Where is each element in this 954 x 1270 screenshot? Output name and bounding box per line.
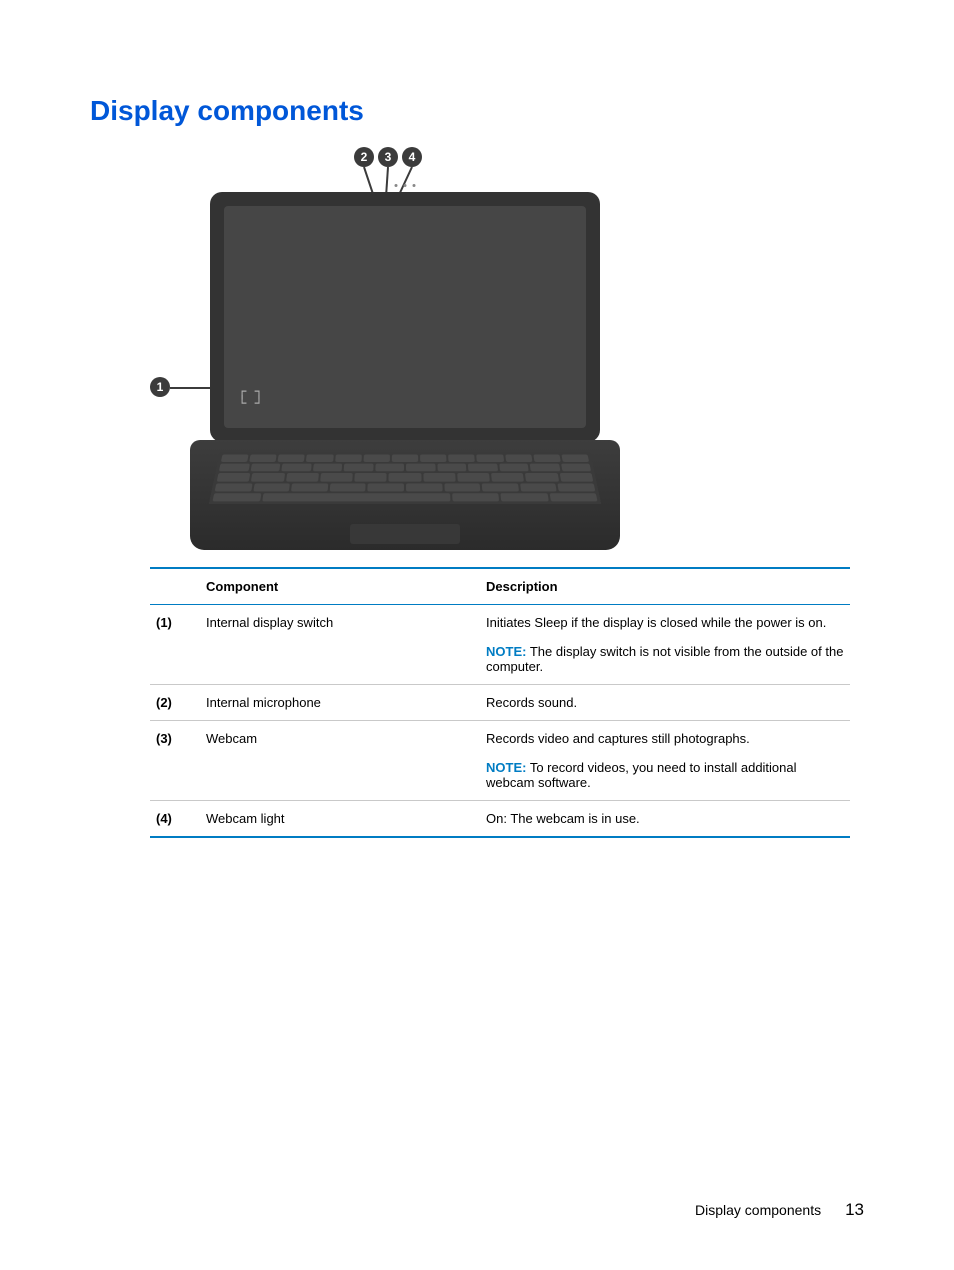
note-text: The display switch is not visible from t… <box>486 644 843 674</box>
laptop-top-sensors <box>395 184 416 187</box>
row-num: (3) <box>150 721 200 801</box>
laptop-illustration: ┌ ┐└ ┘ <box>190 192 620 552</box>
table-row: (3) Webcam Records video and captures st… <box>150 721 850 801</box>
note-text: To record videos, you need to install ad… <box>486 760 797 790</box>
note-label: NOTE: <box>486 644 526 659</box>
row-component: Internal display switch <box>200 605 480 685</box>
row-description: On: The webcam is in use. <box>480 801 850 838</box>
desc-text: Records video and captures still photogr… <box>486 731 844 746</box>
row-num: (1) <box>150 605 200 685</box>
table-row: (1) Internal display switch Initiates Sl… <box>150 605 850 685</box>
row-component: Webcam light <box>200 801 480 838</box>
laptop-base <box>190 440 620 550</box>
desc-text: Initiates Sleep if the display is closed… <box>486 615 844 630</box>
row-component: Internal microphone <box>200 685 480 721</box>
row-description: Records video and captures still photogr… <box>480 721 850 801</box>
components-table: Component Description (1) Internal displ… <box>150 567 850 838</box>
page-heading: Display components <box>90 95 864 127</box>
footer-section: Display components <box>695 1202 821 1218</box>
laptop-screen: ┌ ┐└ ┘ <box>224 206 586 428</box>
sensor-webcam-icon <box>404 184 407 187</box>
footer-page-number: 13 <box>845 1200 864 1220</box>
sensor-light-icon <box>413 184 416 187</box>
desc-note: NOTE: The display switch is not visible … <box>486 644 844 674</box>
callout-1: 1 <box>150 377 170 397</box>
row-num: (2) <box>150 685 200 721</box>
document-page: Display components 2 3 4 1 <box>0 0 954 838</box>
callout-4: 4 <box>402 147 422 167</box>
callout-1-wrapper: 1 <box>150 377 170 397</box>
laptop-touchpad <box>350 524 460 544</box>
display-switch-marks-icon: ┌ ┐└ ┘ <box>238 386 263 410</box>
desc-text: Records sound. <box>486 695 844 710</box>
table-header-description: Description <box>480 568 850 605</box>
callout-2: 2 <box>354 147 374 167</box>
table-header-component: Component <box>200 568 480 605</box>
sensor-mic-icon <box>395 184 398 187</box>
row-num: (4) <box>150 801 200 838</box>
callouts-top-group: 2 3 4 <box>354 147 422 167</box>
laptop-keyboard <box>209 452 602 504</box>
laptop-diagram: 2 3 4 1 ┌ ┐└ ┘ <box>150 147 650 557</box>
desc-text: On: The webcam is in use. <box>486 811 844 826</box>
table-header-blank <box>150 568 200 605</box>
desc-note: NOTE: To record videos, you need to inst… <box>486 760 844 790</box>
table-row: (2) Internal microphone Records sound. <box>150 685 850 721</box>
callout-3: 3 <box>378 147 398 167</box>
note-label: NOTE: <box>486 760 526 775</box>
row-description: Initiates Sleep if the display is closed… <box>480 605 850 685</box>
table-row: (4) Webcam light On: The webcam is in us… <box>150 801 850 838</box>
page-footer: Display components 13 <box>695 1200 864 1220</box>
laptop-lid: ┌ ┐└ ┘ <box>210 192 600 442</box>
row-description: Records sound. <box>480 685 850 721</box>
row-component: Webcam <box>200 721 480 801</box>
